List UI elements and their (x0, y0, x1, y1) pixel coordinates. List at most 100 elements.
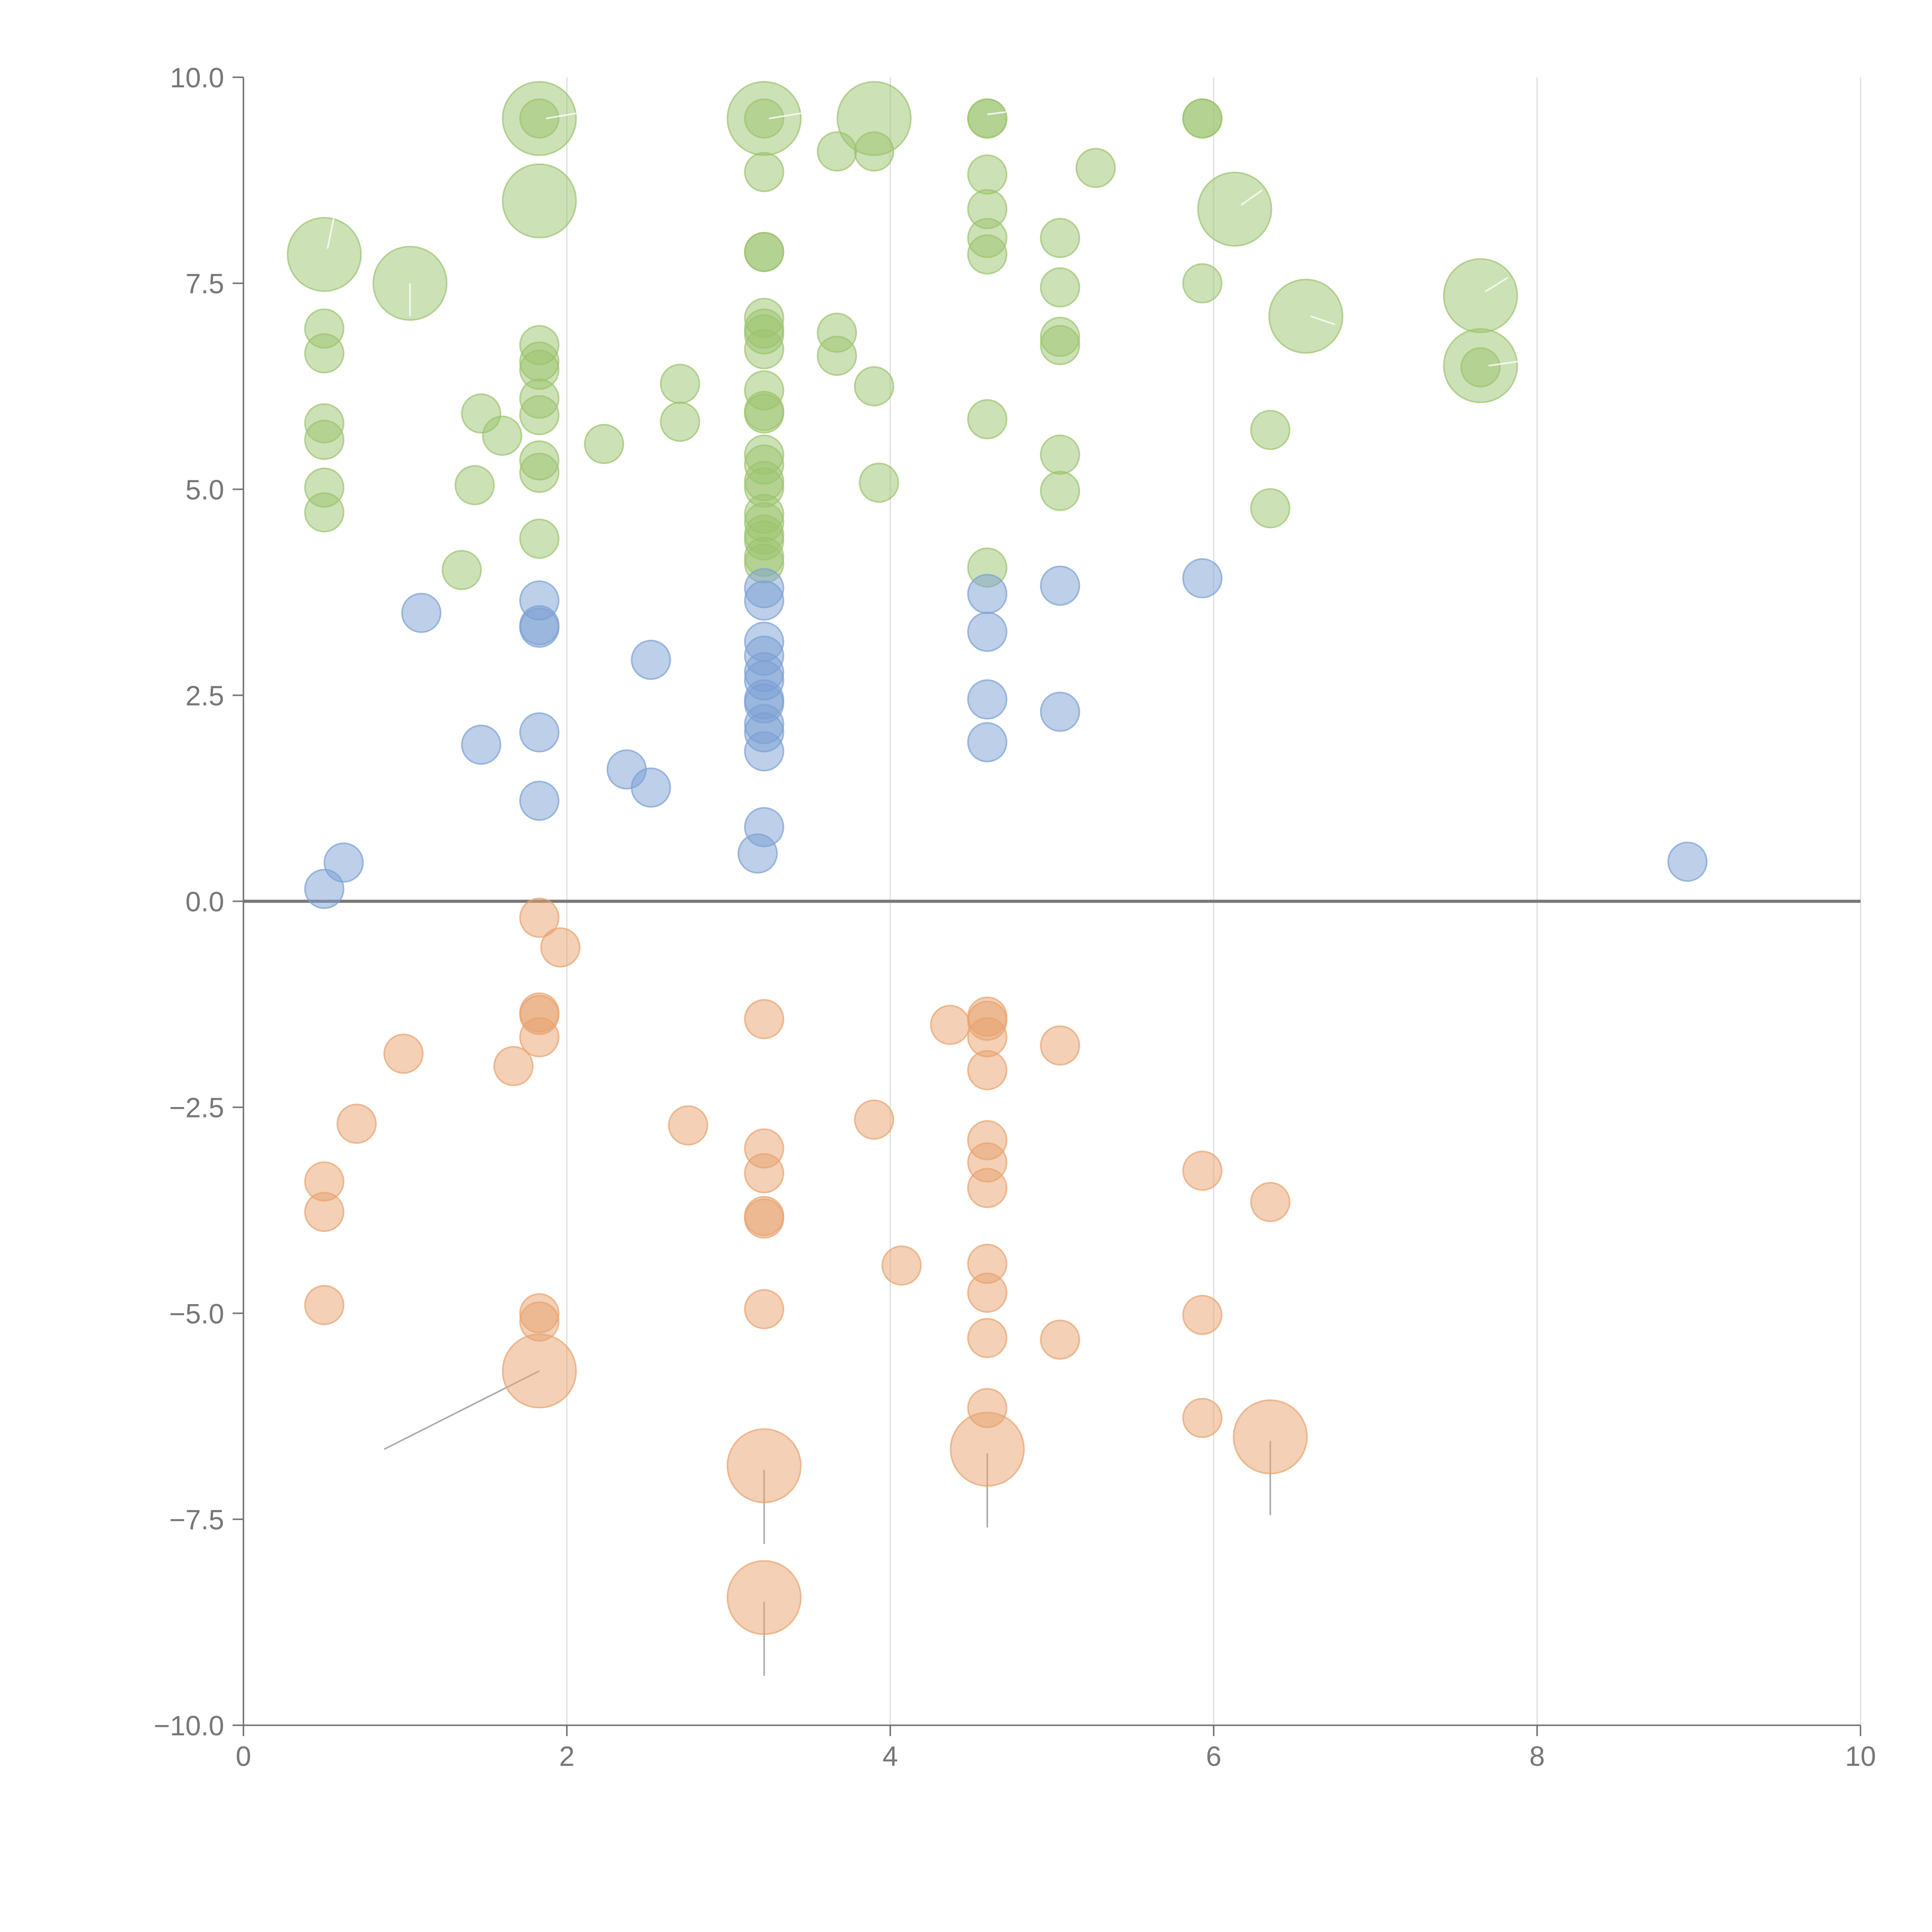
green-point (519, 519, 560, 559)
leader-line (987, 109, 1020, 115)
series-blue (304, 558, 1708, 909)
series-green (287, 81, 1518, 590)
green-point (1268, 279, 1344, 354)
x-tick-label: 8 (1529, 1741, 1545, 1772)
orange-point (1040, 1025, 1080, 1066)
leader-line (546, 112, 580, 119)
green-point (519, 98, 560, 139)
y-tick-label: 2.5 (185, 680, 224, 711)
green-point (816, 335, 857, 376)
blue-point (967, 679, 1008, 720)
blue-point (519, 781, 560, 821)
green-point (519, 395, 560, 435)
orange-point (726, 1428, 802, 1503)
orange-point (854, 1099, 895, 1140)
green-point (967, 399, 1008, 439)
orange-point (744, 1289, 784, 1330)
green-point (1075, 148, 1116, 188)
green-point (967, 154, 1008, 195)
y-tick-label: −10.0 (154, 1711, 224, 1742)
green-point (304, 333, 345, 374)
green-point (744, 232, 784, 272)
green-point (967, 98, 1008, 139)
blue-point (967, 574, 1008, 614)
x-tick-label: 0 (236, 1741, 251, 1772)
green-point (1040, 218, 1080, 258)
blue-point (967, 722, 1008, 762)
blue-point (1040, 565, 1080, 606)
orange-point (1250, 1182, 1291, 1222)
orange-point (493, 1046, 534, 1086)
orange-point (383, 1034, 424, 1074)
leader-line (327, 209, 337, 249)
orange-point (336, 1104, 377, 1144)
green-point (1040, 267, 1080, 308)
blue-point (744, 807, 784, 847)
blue-point (323, 842, 364, 883)
y-tick-label: −2.5 (169, 1093, 224, 1124)
green-point (1443, 258, 1518, 333)
orange-point (1182, 1150, 1223, 1191)
orange-point (502, 1333, 577, 1409)
leader-line (1240, 189, 1263, 206)
orange-point (304, 1192, 345, 1232)
green-point (519, 452, 560, 493)
series-orange (304, 898, 1308, 1635)
x-tick-label: 6 (1206, 1741, 1221, 1772)
orange-point (1182, 1295, 1223, 1335)
orange-point (519, 898, 560, 938)
green-point (304, 492, 345, 532)
y-tick-label: 10.0 (170, 63, 224, 94)
blue-point (519, 607, 560, 648)
blue-point (1182, 558, 1223, 599)
green-point (1182, 98, 1223, 139)
leader-lines (384, 1370, 1271, 1676)
blue-point (967, 612, 1008, 652)
blue-point (744, 731, 784, 772)
green-point (304, 420, 345, 460)
orange-point (540, 927, 581, 968)
y-tick-label: −7.5 (169, 1505, 224, 1536)
green-point (660, 364, 700, 404)
orange-point (304, 1285, 345, 1325)
orange-point (1233, 1399, 1308, 1475)
green-point (454, 465, 495, 505)
green-point (744, 393, 784, 434)
green-point (1040, 325, 1080, 366)
blue-point (461, 724, 502, 765)
orange-point (967, 1388, 1008, 1428)
blue-point (631, 639, 671, 680)
orange-point (519, 1301, 560, 1342)
blue-point (401, 593, 442, 633)
orange-point (967, 1272, 1008, 1313)
leader-line (769, 112, 805, 119)
leader-line (1485, 277, 1509, 293)
green-point (816, 131, 857, 172)
green-point (967, 234, 1008, 275)
blue-point (519, 712, 560, 753)
green-point (441, 550, 482, 590)
x-tick-label: 10 (1845, 1741, 1876, 1772)
green-point (854, 131, 895, 172)
data-points (287, 81, 1708, 1635)
green-point (287, 217, 362, 292)
green-point (502, 163, 577, 238)
orange-point (726, 1560, 802, 1635)
y-tick-label: 5.0 (185, 474, 224, 505)
green-point (1182, 263, 1223, 304)
x-tick-label: 2 (559, 1741, 575, 1772)
y-tick-label: −5.0 (169, 1299, 224, 1330)
orange-point (881, 1245, 922, 1286)
green-point (660, 401, 700, 442)
green-point (482, 415, 522, 456)
green-point (1197, 172, 1272, 247)
orange-point (519, 1017, 560, 1058)
leader-lines-overlay (327, 109, 1518, 367)
blue-point (1667, 842, 1708, 882)
y-tick-label: 7.5 (185, 269, 224, 299)
y-tick-label: 0.0 (185, 887, 224, 918)
orange-point (1182, 1398, 1223, 1438)
orange-point (967, 1050, 1008, 1090)
green-point (1040, 471, 1080, 511)
